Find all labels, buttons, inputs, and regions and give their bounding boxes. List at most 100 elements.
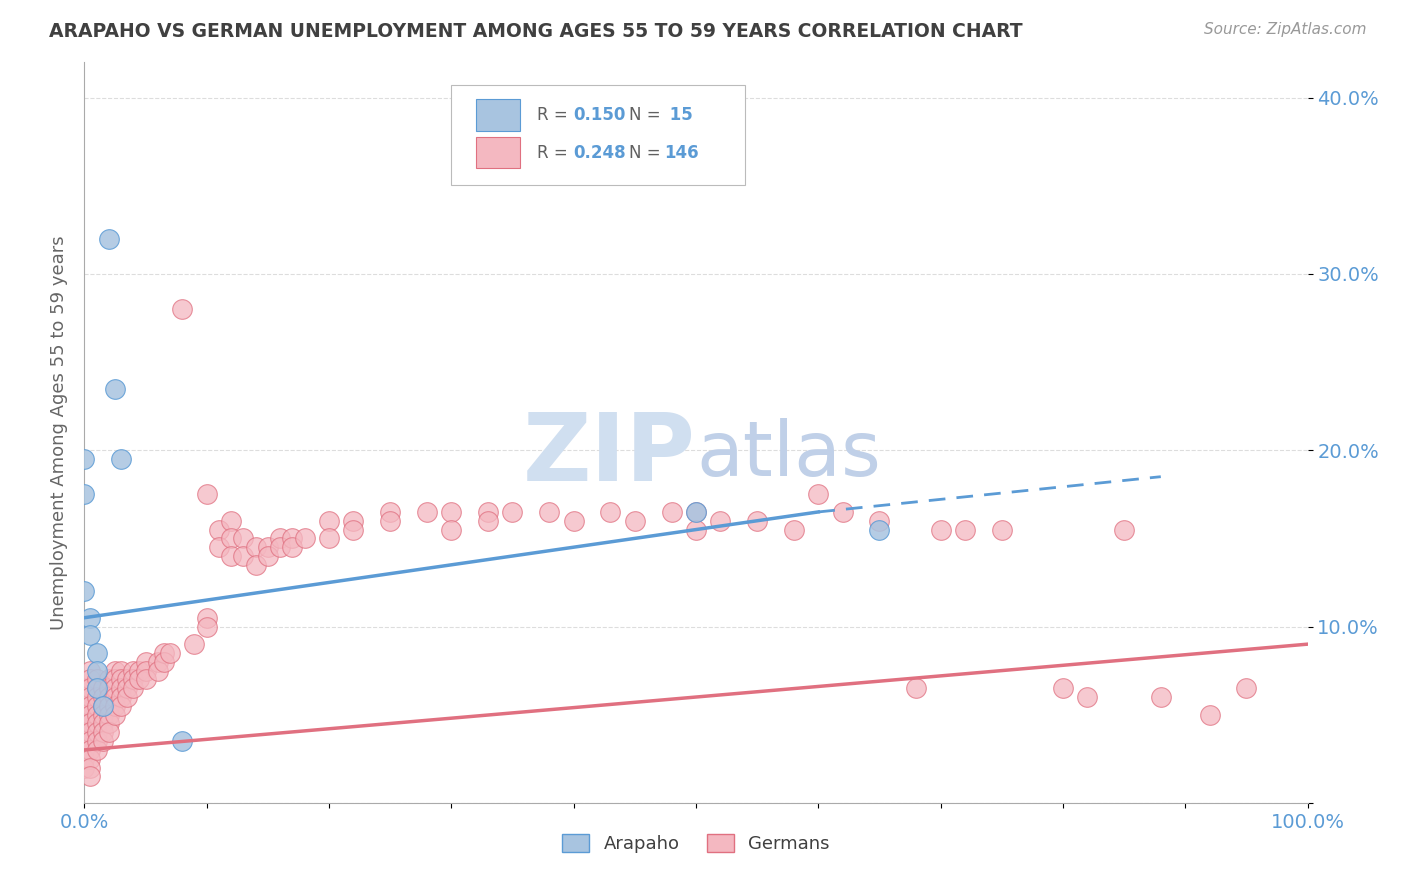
Point [73,698,96,713]
Point [110,690,132,704]
Point [115,681,138,696]
Point [869,523,891,537]
Point [1114,523,1136,537]
Point [79,707,101,722]
Point [86,673,108,687]
Point [110,698,132,713]
Point [685,523,707,537]
Point [232,532,254,546]
Point [502,505,524,519]
Point [599,505,621,519]
Point [91,698,114,713]
Point [86,698,108,713]
Point [281,540,304,554]
FancyBboxPatch shape [475,99,520,130]
Point [122,664,145,678]
Point [73,716,96,731]
Point [281,532,304,546]
Point [1236,681,1258,696]
Point [153,646,176,660]
Point [79,673,101,687]
Y-axis label: Unemployment Among Ages 55 to 59 years: Unemployment Among Ages 55 to 59 years [49,235,67,630]
Point [831,505,853,519]
Point [91,681,114,696]
Point [115,673,138,687]
Point [79,716,101,731]
Point [624,514,647,528]
Point [73,725,96,739]
Text: atlas: atlas [696,417,880,491]
Point [79,628,101,642]
Point [159,646,181,660]
Text: 0.150: 0.150 [574,106,626,124]
Point [257,540,280,554]
Point [73,452,96,467]
Point [477,505,499,519]
Point [991,523,1014,537]
Point [91,690,114,704]
Text: N =: N = [628,106,665,124]
Point [477,514,499,528]
Point [91,725,114,739]
Point [86,707,108,722]
Point [110,452,132,467]
Point [232,549,254,563]
Point [953,523,976,537]
Point [219,549,242,563]
Point [91,707,114,722]
Point [294,532,316,546]
Point [91,698,114,713]
Point [195,487,218,501]
Point [73,743,96,757]
Point [86,690,108,704]
Point [115,690,138,704]
Point [538,505,561,519]
Point [195,619,218,633]
Point [245,540,267,554]
Point [104,690,127,704]
Point [128,673,150,687]
Point [440,523,463,537]
Point [97,707,120,722]
Point [79,769,101,783]
Point [91,734,114,748]
Point [79,725,101,739]
Text: R =: R = [537,144,574,161]
Point [1076,690,1098,704]
Point [97,725,120,739]
Point [135,673,157,687]
Point [195,610,218,624]
Point [747,514,769,528]
Point [97,681,120,696]
Point [86,646,108,660]
Point [929,523,952,537]
Point [110,664,132,678]
Point [86,681,108,696]
Point [86,725,108,739]
Point [172,302,194,317]
Point [110,673,132,687]
Point [104,681,127,696]
Point [86,664,108,678]
Point [245,558,267,572]
Point [73,681,96,696]
Text: 15: 15 [664,106,693,124]
Point [342,514,364,528]
Point [79,681,101,696]
Point [661,505,683,519]
Point [219,514,242,528]
Point [380,514,402,528]
Point [79,664,101,678]
Point [97,673,120,687]
Point [440,505,463,519]
Point [104,707,127,722]
Point [153,655,176,669]
Point [73,584,96,599]
Point [86,681,108,696]
Point [104,698,127,713]
Point [208,523,231,537]
Point [146,664,169,678]
Point [86,743,108,757]
Point [135,655,157,669]
Point [79,698,101,713]
